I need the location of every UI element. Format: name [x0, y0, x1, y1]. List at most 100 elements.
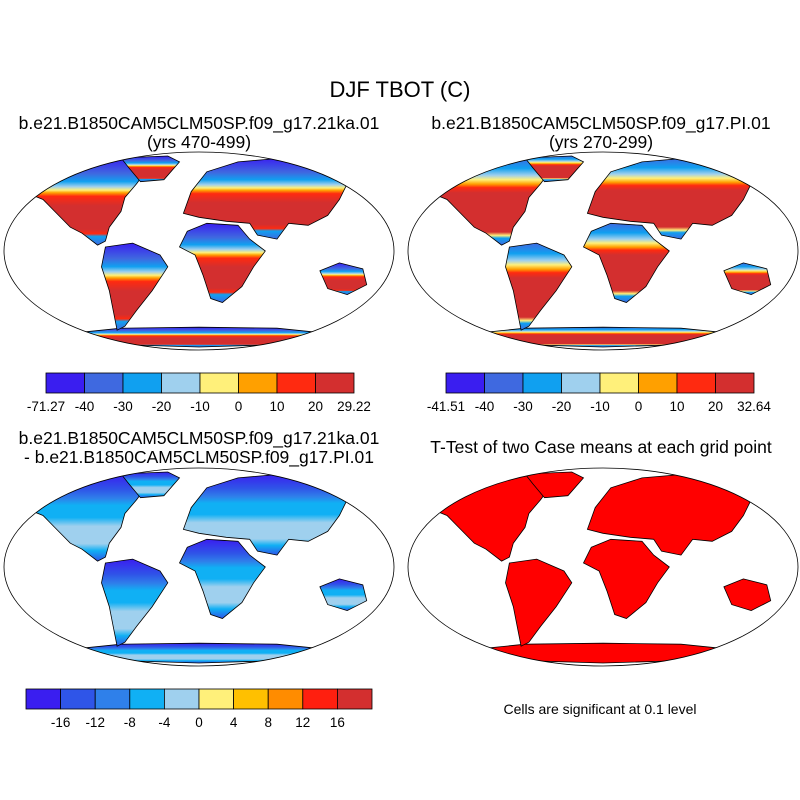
- panel-subtitle-21ka-years: (yrs 470-499): [146, 132, 252, 152]
- continents: [419, 471, 772, 664]
- colorbar-tick-label: -12: [85, 715, 105, 730]
- colorbar-box: [522, 372, 562, 394]
- significance-note: Cells are significant at 0.1 level: [503, 701, 697, 717]
- colorbar-tick-label: 10: [269, 399, 284, 414]
- land-australia: [723, 578, 772, 612]
- colorbar-box: [445, 372, 485, 394]
- land-greenland: [524, 155, 585, 183]
- colorbar-tick-label: -30: [113, 399, 133, 414]
- colorbar-box: [561, 372, 601, 394]
- colorbar-tick-label: -30: [513, 399, 533, 414]
- land-namerica: [15, 473, 149, 562]
- colorbar-tick-label: 0: [195, 715, 203, 730]
- colorbar-diff: -16 -12 -8 -4 0 4 8 12 16: [25, 688, 373, 730]
- panel-title-21ka: b.e21.B1850CAM5CLM50SP.f09_g17.21ka.01: [18, 113, 380, 133]
- panel-title-ttest: T-Test of two Case means at each grid po…: [430, 437, 772, 457]
- land-africa: [582, 222, 670, 303]
- map-panel-ttest: [407, 467, 799, 667]
- colorbar-box: [638, 372, 678, 394]
- land-greenland: [120, 471, 181, 499]
- continents: [15, 471, 368, 664]
- colorbar-tick-label: -10: [190, 399, 210, 414]
- land-africa: [178, 538, 266, 619]
- colorbar-pi: -41.51 -40 -30 -20 -10 0 10 20 32.64: [427, 372, 771, 414]
- continents: [419, 155, 772, 348]
- colorbar-box: [199, 372, 239, 394]
- land-greenland: [524, 471, 585, 499]
- colorbar-box: [276, 372, 316, 394]
- colorbar-box: [302, 688, 338, 710]
- map-panel-21ka: [3, 151, 395, 351]
- colorbar-tick-label: 16: [330, 715, 345, 730]
- map-border: [407, 467, 799, 667]
- colorbar-tick-label: -16: [51, 715, 71, 730]
- land-greenland: [120, 155, 181, 183]
- colorbar-box: [161, 372, 201, 394]
- continents: [15, 155, 368, 348]
- colorbar-tick-label: 12: [295, 715, 310, 730]
- colorbar-tick-label: -40: [475, 399, 495, 414]
- colorbar-box: [484, 372, 524, 394]
- colorbar-box: [238, 372, 278, 394]
- land-eurasia: [586, 473, 772, 556]
- land-africa: [178, 222, 266, 303]
- land-eurasia: [182, 473, 368, 556]
- land-eurasia: [586, 157, 772, 240]
- colorbar-tick-label: 8: [264, 715, 272, 730]
- colorbar-tick-label: 20: [308, 399, 323, 414]
- colorbar-tick-label: -40: [75, 399, 95, 414]
- colorbar-box: [676, 372, 716, 394]
- land-samerica: [101, 242, 169, 331]
- colorbar-tick-label: -41.51: [427, 399, 465, 414]
- map-panel-pi: [407, 151, 799, 351]
- map-border: [3, 151, 395, 351]
- colorbar-box: [267, 688, 304, 710]
- panel-subtitle-difference: - b.e21.B1850CAM5CLM50SP.f09_g17.PI.01: [24, 447, 374, 467]
- figure-title: DJF TBOT (C): [329, 77, 471, 102]
- colorbar-21ka: -71.27 -40 -30 -20 -10 0 10 20 29.22: [27, 372, 371, 414]
- colorbar-box: [198, 688, 234, 710]
- panel-subtitle-pi-years: (yrs 270-299): [548, 132, 654, 152]
- land-samerica: [101, 558, 169, 647]
- colorbar-tick-label: 20: [708, 399, 723, 414]
- colorbar-box: [94, 688, 131, 710]
- colorbar-tick-label: -20: [152, 399, 172, 414]
- map-border: [3, 467, 395, 667]
- colorbar-box: [233, 688, 269, 710]
- land-australia: [319, 578, 368, 612]
- colorbar-box: [84, 372, 124, 394]
- land-samerica: [505, 242, 573, 331]
- colorbar-tick-label: -10: [590, 399, 610, 414]
- land-africa: [582, 538, 670, 619]
- colorbar-tick-label: -71.27: [27, 399, 65, 414]
- land-australia: [319, 262, 368, 296]
- land-namerica: [15, 157, 149, 246]
- land-australia: [723, 262, 772, 296]
- colorbar-box: [599, 372, 639, 394]
- map-panel-diff: [3, 467, 395, 667]
- panel-title-difference: b.e21.B1850CAM5CLM50SP.f09_g17.21ka.01: [18, 428, 380, 448]
- land-namerica: [419, 473, 553, 562]
- colorbar-tick-label: 0: [635, 399, 643, 414]
- land-namerica: [419, 157, 553, 246]
- colorbar-tick-label: -4: [158, 715, 170, 730]
- colorbar-tick-label: 0: [235, 399, 243, 414]
- land-samerica: [505, 558, 573, 647]
- colorbar-box: [163, 688, 200, 710]
- colorbar-tick-label: 4: [230, 715, 238, 730]
- colorbar-tick-label: 10: [669, 399, 684, 414]
- colorbar-tick-label: 29.22: [337, 399, 371, 414]
- colorbar-box: [129, 688, 165, 710]
- colorbar-tick-label: -8: [124, 715, 136, 730]
- colorbar-box: [25, 688, 61, 710]
- colorbar-box: [60, 688, 96, 710]
- colorbar-box: [715, 372, 755, 394]
- colorbar-box: [122, 372, 162, 394]
- map-border: [407, 151, 799, 351]
- colorbar-box: [45, 372, 85, 394]
- colorbar-box: [315, 372, 355, 394]
- panel-title-pi: b.e21.B1850CAM5CLM50SP.f09_g17.PI.01: [431, 113, 771, 133]
- colorbar-tick-label: 32.64: [737, 399, 771, 414]
- land-eurasia: [182, 157, 368, 240]
